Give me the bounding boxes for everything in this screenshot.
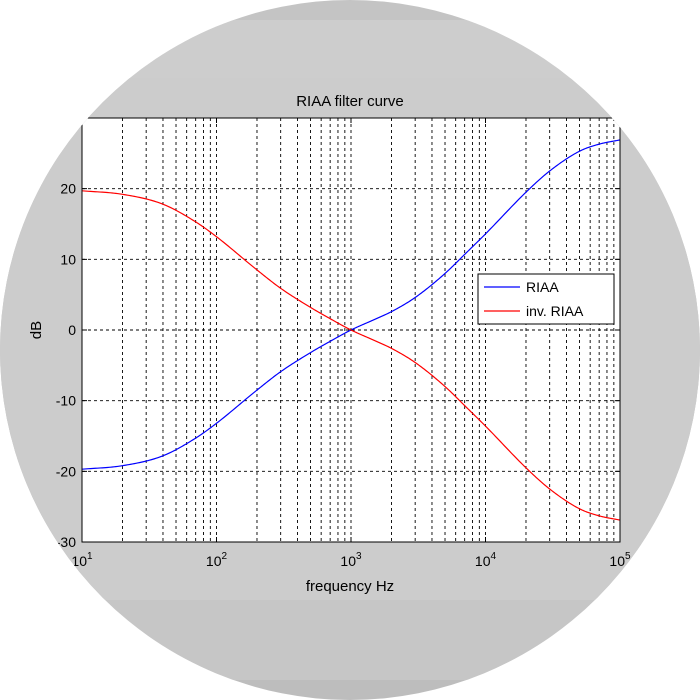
y-tick-label: -20 <box>56 463 76 479</box>
x-tick-labels: 101 102 103 104 105 <box>71 551 631 569</box>
y-tick-label: -10 <box>56 393 76 409</box>
y-axis-label: dB <box>28 321 45 339</box>
x-tick-label-base: 10 <box>206 553 222 569</box>
x-tick-label-base: 10 <box>340 553 356 569</box>
y-tick-label: 0 <box>68 322 76 338</box>
legend-box <box>477 273 615 325</box>
x-tick-label-base: 10 <box>609 553 625 569</box>
chart-title: RIAA filter curve <box>296 93 404 110</box>
x-tick-label-base: 10 <box>475 553 491 569</box>
legend-label-riaa: RIAA <box>526 279 559 295</box>
x-axis-label: frequency Hz <box>306 578 394 595</box>
x-tick-label: 102 <box>206 551 228 569</box>
y-tick-label: 20 <box>60 181 76 197</box>
x-tick-label: 104 <box>475 551 497 569</box>
x-tick-label: 101 <box>71 551 93 569</box>
y-tick-label: -30 <box>56 534 76 550</box>
series-lines <box>81 139 621 521</box>
y-tick-label: 10 <box>60 251 76 267</box>
grid-lines <box>82 118 620 542</box>
bottom-shade-band <box>0 600 700 680</box>
legend-label-inv-riaa: inv. RIAA <box>526 303 584 319</box>
y-tick-label: 30 <box>60 110 76 126</box>
x-tick-label-exponent: 3 <box>356 551 362 562</box>
x-tick-label-exponent: 5 <box>625 551 631 562</box>
top-shade-band <box>0 20 700 78</box>
x-tick-label-base: 10 <box>71 553 87 569</box>
x-tick-label-exponent: 4 <box>491 551 497 562</box>
legend: RIAA inv. RIAA <box>477 273 615 325</box>
series-line-inv-riaa <box>81 190 621 521</box>
x-tick-label-exponent: 1 <box>87 551 93 562</box>
series-line-riaa <box>81 139 621 470</box>
x-tick-label: 103 <box>340 551 362 569</box>
x-tick-label: 105 <box>609 551 631 569</box>
x-tick-label-exponent: 2 <box>222 551 228 562</box>
